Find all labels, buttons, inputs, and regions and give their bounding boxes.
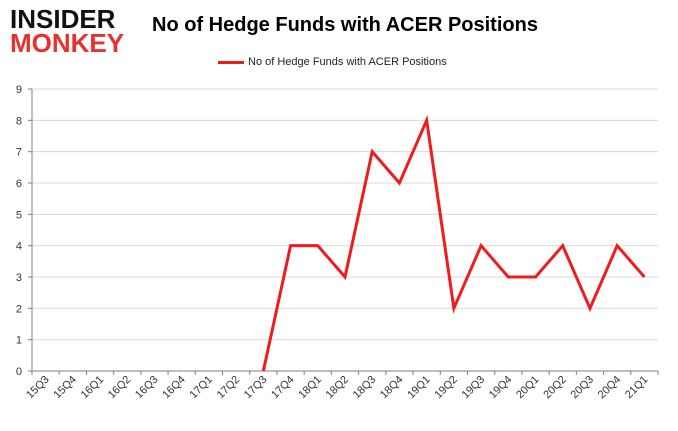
x-tick-label: 16Q4 [160,374,188,402]
x-tick-label: 19Q3 [460,374,488,402]
y-tick-label: 9 [16,84,22,96]
y-tick-label: 4 [16,241,22,253]
x-tick-label: 17Q2 [215,374,243,402]
y-tick-label: 3 [16,272,22,284]
y-tick-label: 7 [16,147,22,159]
x-tick-label: 17Q4 [269,374,297,402]
x-tick-labels: 15Q3 15Q4 16Q1 16Q2 16Q3 16Q4 17Q1 17Q2 17Q3 17Q4… [24,374,650,402]
x-tick-label: 20Q2 [541,374,569,402]
x-tick-label: 16Q1 [79,374,107,402]
y-tick-label: 6 [16,178,22,190]
y-tick-labels: 0 1 2 3 4 5 6 7 8 9 [16,84,22,378]
x-tick-label: 18Q2 [324,374,352,402]
legend: No of Hedge Funds with ACER Positions [218,55,447,69]
x-tick-label: 19Q2 [432,374,460,402]
gridlines [32,88,658,341]
x-tick-label: 18Q1 [296,374,324,402]
y-tick-label: 5 [16,209,22,221]
axes [28,88,659,375]
y-tick-label: 2 [16,303,22,315]
x-tick-label: 19Q1 [405,374,433,402]
logo-line-2: MONKEY [10,28,125,58]
x-tick-label: 16Q2 [106,374,134,402]
x-tick-label: 16Q3 [133,374,161,402]
series-layer [261,114,646,372]
y-tick-label: 0 [16,366,22,378]
x-tick-label: 17Q3 [242,374,270,402]
x-tick-label: 15Q4 [51,374,79,402]
y-tick-label: 8 [16,115,22,127]
legend-swatch [218,60,244,64]
x-tick-label: 17Q1 [188,374,216,402]
y-tick-label: 1 [16,335,22,347]
x-tick-label: 18Q4 [378,374,406,402]
logo-line-1: INSIDER [10,4,116,34]
x-tick-label: 20Q4 [596,374,624,402]
x-tick-label: 21Q1 [623,374,651,402]
x-tick-label: 20Q3 [569,374,597,402]
chart-title: No of Hedge Funds with ACER Positions [152,14,538,36]
x-tick-label: 20Q1 [514,374,542,402]
legend-label: No of Hedge Funds with ACER Positions [248,56,447,68]
x-tick-label: 19Q4 [487,374,515,402]
insider-monkey-logo: INSIDER MONKEY [8,4,128,56]
x-tick-label: 15Q3 [24,374,52,402]
x-tick-label: 18Q3 [351,374,379,402]
